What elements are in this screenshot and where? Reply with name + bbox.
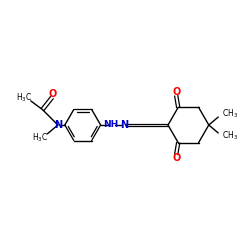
Text: O: O [172,87,180,97]
Text: O: O [172,153,180,163]
Text: H$_3$C: H$_3$C [32,132,48,144]
Text: H$_3$C: H$_3$C [16,92,32,104]
Text: CH$_3$: CH$_3$ [222,108,238,120]
Text: O: O [48,90,56,100]
Text: N: N [120,120,128,130]
Text: NH: NH [104,120,119,130]
Text: N: N [54,120,62,130]
Text: CH$_3$: CH$_3$ [222,130,238,142]
